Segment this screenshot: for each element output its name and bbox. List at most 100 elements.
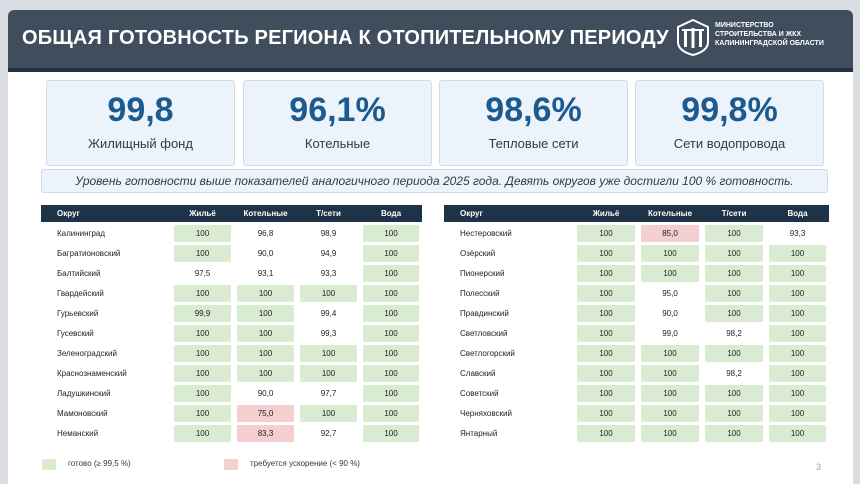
value-cell: 93,1 <box>234 265 297 282</box>
value-cell: 99,3 <box>297 325 360 342</box>
kpi-label: Жилищный фонд <box>88 136 193 151</box>
header-bar: ОБЩАЯ ГОТОВНОСТЬ РЕГИОНА К ОТОПИТЕЛЬНОМУ… <box>8 10 853 72</box>
table-row: Озёрский 100 100 100 100 <box>444 245 829 262</box>
value-cell: 98,9 <box>297 225 360 242</box>
slide: ОБЩАЯ ГОТОВНОСТЬ РЕГИОНА К ОТОПИТЕЛЬНОМУ… <box>8 10 853 484</box>
value-cell: 96,8 <box>234 225 297 242</box>
ministry-name: МИНИСТЕРСТВО СТРОИТЕЛЬСТВА И ЖКХ КАЛИНИН… <box>715 21 850 48</box>
column-header: Котельные <box>234 205 297 222</box>
district-name: Неманский <box>57 429 99 438</box>
readiness-value: 100 <box>705 405 763 422</box>
value-cell: 100 <box>638 245 702 262</box>
readiness-value: 85,0 <box>641 225 699 242</box>
value-cell: 100 <box>171 365 234 382</box>
readiness-value: 100 <box>705 285 763 302</box>
column-header: Округ <box>444 205 574 222</box>
kpi-card-heating-networks: 98,6% Тепловые сети <box>439 80 628 166</box>
district-name: Полесский <box>460 289 500 298</box>
readiness-value: 100 <box>641 265 699 282</box>
kpi-card-boilers: 96,1% Котельные <box>243 80 432 166</box>
readiness-value: 94,9 <box>320 249 337 258</box>
table-header-row: Округ Жильё Котельные Т/сети Вода <box>444 205 829 222</box>
readiness-value: 100 <box>577 265 635 282</box>
readiness-value: 100 <box>705 265 763 282</box>
ministry-line: МИНИСТЕРСТВО <box>715 22 774 29</box>
table-row: Полесский 100 95,0 100 100 <box>444 285 829 302</box>
readiness-value: 100 <box>577 405 635 422</box>
table-header-row: Округ Жильё Котельные Т/сети Вода <box>41 205 422 222</box>
kpi-value: 96,1% <box>289 91 386 129</box>
value-cell: 100 <box>171 245 234 262</box>
value-cell: 100 <box>360 385 422 402</box>
readiness-value: 100 <box>237 305 294 322</box>
ministry-line: КАЛИНИНГРАДСКОЙ ОБЛАСТИ <box>715 40 824 47</box>
value-cell: 100 <box>766 345 829 362</box>
value-cell: 100 <box>360 425 422 442</box>
table-row: Ладушкинский 100 90,0 97,7 100 <box>41 385 422 402</box>
district-name: Правдинский <box>460 309 509 318</box>
table-row: Зеленоградский 100 100 100 100 <box>41 345 422 362</box>
readiness-value: 97,7 <box>320 389 337 398</box>
table-row: Гвардейский 100 100 100 100 <box>41 285 422 302</box>
readiness-value: 93,1 <box>257 269 274 278</box>
table-row: Гусевский 100 100 99,3 100 <box>41 325 422 342</box>
table-row: Славский 100 100 98,2 100 <box>444 365 829 382</box>
kpi-value: 99,8% <box>681 91 778 129</box>
readiness-value: 100 <box>363 265 419 282</box>
district-name: Нестеровский <box>460 229 512 238</box>
readiness-value: 100 <box>174 405 231 422</box>
value-cell: 100 <box>171 325 234 342</box>
value-cell: 100 <box>574 345 638 362</box>
readiness-value: 100 <box>705 425 763 442</box>
kpi-label: Сети водопровода <box>673 136 786 151</box>
value-cell: 100 <box>360 305 422 322</box>
readiness-value: 100 <box>769 325 826 342</box>
table-row: Светловский 100 99,0 98,2 100 <box>444 325 829 342</box>
readiness-value: 100 <box>174 245 231 262</box>
value-cell: 100 <box>638 265 702 282</box>
value-cell: 93,3 <box>766 225 829 242</box>
table-row: Краснознаменский 100 100 100 100 <box>41 365 422 382</box>
value-cell: 95,0 <box>638 285 702 302</box>
kpi-value: 98,6% <box>485 91 582 129</box>
readiness-value: 100 <box>577 365 635 382</box>
readiness-value: 100 <box>577 305 635 322</box>
value-cell: 100 <box>574 305 638 322</box>
value-cell: 85,0 <box>638 225 702 242</box>
value-cell: 100 <box>574 285 638 302</box>
district-name: Мамоновский <box>57 409 108 418</box>
kpi-card-water-networks: 99,8% Сети водопровода <box>635 80 824 166</box>
readiness-value: 100 <box>577 225 635 242</box>
readiness-value: 100 <box>237 285 294 302</box>
kpi-card-housing: 99,8 Жилищный фонд <box>46 80 235 166</box>
readiness-value: 100 <box>577 345 635 362</box>
readiness-value: 100 <box>705 305 763 322</box>
district-name: Зеленоградский <box>57 349 117 358</box>
legend-swatch-ready <box>42 459 56 470</box>
readiness-value: 100 <box>577 425 635 442</box>
value-cell: 100 <box>638 405 702 422</box>
table-row: Мамоновский 100 75,0 100 100 <box>41 405 422 422</box>
value-cell: 98,2 <box>702 365 766 382</box>
readiness-value: 100 <box>769 245 826 262</box>
legend-label-ready: готово (≥ 99,5 %) <box>68 459 131 468</box>
readiness-value: 100 <box>577 285 635 302</box>
value-cell: 100 <box>574 225 638 242</box>
readiness-value: 100 <box>705 345 763 362</box>
value-cell: 100 <box>360 325 422 342</box>
readiness-value: 99,9 <box>174 305 231 322</box>
district-name: Янтарный <box>460 429 498 438</box>
readiness-value: 100 <box>641 425 699 442</box>
readiness-value: 100 <box>300 285 357 302</box>
kpi-label: Тепловые сети <box>488 136 579 151</box>
value-cell: 100 <box>574 425 638 442</box>
value-cell: 100 <box>234 285 297 302</box>
value-cell: 100 <box>360 265 422 282</box>
readiness-value: 100 <box>174 365 231 382</box>
readiness-value: 100 <box>174 285 231 302</box>
value-cell: 100 <box>171 345 234 362</box>
readiness-value: 75,0 <box>237 405 294 422</box>
readiness-value: 90,0 <box>662 309 678 318</box>
value-cell: 100 <box>171 425 234 442</box>
value-cell: 100 <box>574 365 638 382</box>
